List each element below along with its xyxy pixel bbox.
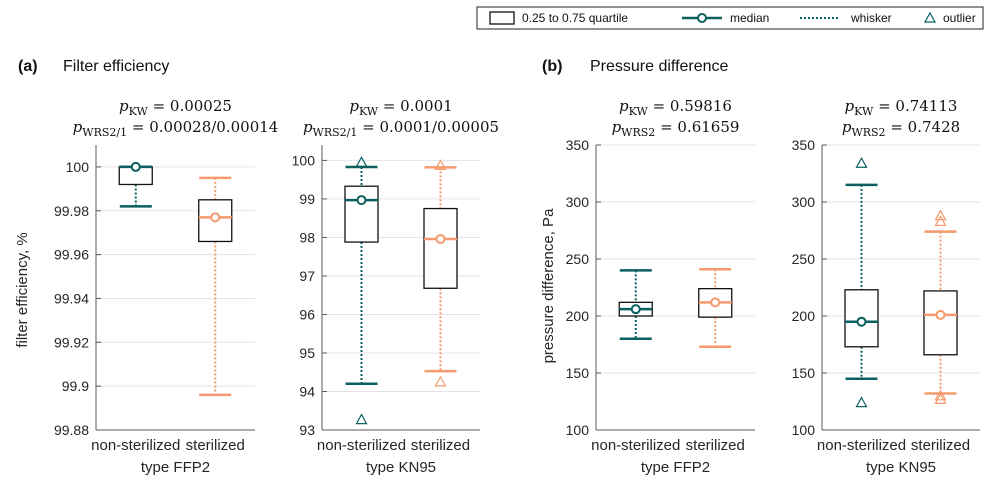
outlier-marker bbox=[855, 157, 868, 168]
ytick-label: 100 bbox=[292, 152, 316, 168]
box-non-sterilized bbox=[344, 156, 379, 425]
box-sterilized bbox=[198, 176, 233, 397]
ytick-label: 97 bbox=[299, 268, 315, 284]
ytick-label: 200 bbox=[566, 308, 590, 324]
box-sterilized bbox=[698, 268, 733, 349]
xtick-label: sterilized bbox=[411, 437, 470, 454]
legend-frame bbox=[476, 6, 984, 30]
outlier-marker bbox=[355, 413, 368, 425]
ytick-label: 250 bbox=[566, 251, 590, 267]
outlier-marker bbox=[934, 392, 947, 404]
legend-outlier-marker bbox=[923, 11, 937, 23]
quartile-box bbox=[344, 185, 379, 243]
quartile-box bbox=[423, 207, 458, 289]
xtick-label: non-sterilized bbox=[91, 437, 180, 454]
quartile-box bbox=[198, 199, 233, 243]
outlier-marker bbox=[934, 215, 947, 226]
box-non-sterilized bbox=[618, 269, 653, 341]
ytick-label: 250 bbox=[792, 251, 816, 267]
median-marker bbox=[856, 316, 867, 327]
ytick-label: 100 bbox=[566, 422, 590, 438]
stat-kw: pKW = 0.74113 bbox=[845, 97, 958, 118]
subplot-1: 99.88 99.9 99.92 99.94 99.96 99.98 100 non-ster… bbox=[54, 97, 278, 476]
median-marker bbox=[630, 304, 641, 315]
panel-a-letter: (a) bbox=[18, 58, 38, 75]
panel-b-ylabel: pressure difference, Pa bbox=[540, 208, 557, 363]
ytick-label: 300 bbox=[566, 194, 590, 210]
legend-box-swatch bbox=[489, 11, 515, 25]
outlier-marker bbox=[934, 389, 947, 401]
legend: 0.25 to 0.75 quartile median whisker out… bbox=[476, 6, 984, 30]
stat-wrs: pWRS2/1 = 0.00028/0.00014 bbox=[73, 118, 279, 139]
median-marker bbox=[935, 309, 946, 320]
x-axis-label: type FFP2 bbox=[641, 459, 710, 476]
xtick-label: sterilized bbox=[686, 437, 745, 454]
outlier-marker bbox=[855, 396, 868, 408]
median-marker bbox=[210, 212, 221, 223]
ytick-label: 300 bbox=[792, 194, 816, 210]
xtick-label: sterilized bbox=[911, 437, 970, 454]
x-axis-label: type KN95 bbox=[366, 459, 436, 476]
ytick-label: 100 bbox=[792, 422, 816, 438]
outlier-marker bbox=[434, 159, 447, 171]
x-axis-label: type FFP2 bbox=[141, 459, 210, 476]
xtick-label: non-sterilized bbox=[817, 437, 906, 454]
box-non-sterilized bbox=[844, 157, 879, 408]
legend-box-label: 0.25 to 0.75 quartile bbox=[522, 11, 628, 25]
legend-median-marker bbox=[697, 13, 707, 23]
panel-b-letter: (b) bbox=[542, 58, 562, 75]
panel-a-title: Filter efficiency bbox=[63, 58, 169, 75]
xtick-label: non-sterilized bbox=[317, 437, 406, 454]
ytick-label: 350 bbox=[792, 137, 816, 153]
median-marker bbox=[130, 161, 141, 172]
stat-kw: pKW = 0.00025 bbox=[119, 97, 232, 118]
ytick-label: 150 bbox=[792, 365, 816, 381]
median-marker bbox=[710, 297, 721, 308]
median-marker bbox=[356, 195, 367, 206]
ytick-label: 99.94 bbox=[54, 290, 89, 306]
box-sterilized bbox=[423, 159, 458, 387]
xtick-label: sterilized bbox=[186, 437, 245, 454]
legend-whisker-label: whisker bbox=[850, 11, 892, 25]
ytick-label: 200 bbox=[792, 308, 816, 324]
subplot-2: 93 94 95 96 97 98 99 100 non-sterilized sterilize… bbox=[292, 97, 499, 476]
x-axis-label: type KN95 bbox=[866, 459, 936, 476]
ytick-label: 99.98 bbox=[54, 203, 89, 219]
stat-kw: pKW = 0.0001 bbox=[349, 97, 452, 118]
ytick-label: 99.88 bbox=[54, 422, 89, 438]
ytick-label: 98 bbox=[299, 229, 315, 245]
subplot-4: 100 150 200 250 300 350 non-sterilized steriliz… bbox=[792, 97, 980, 476]
stat-wrs: pWRS2 = 0.7428 bbox=[842, 118, 960, 139]
ytick-label: 350 bbox=[566, 137, 590, 153]
subplots: 99.8899.999.9299.9499.9699.98100non-ster… bbox=[54, 97, 980, 476]
ytick-label: 94 bbox=[299, 383, 315, 399]
legend-median-label: median bbox=[730, 11, 769, 25]
xtick-label: non-sterilized bbox=[591, 437, 680, 454]
ytick-label: 100 bbox=[66, 159, 90, 175]
outlier-marker bbox=[934, 209, 947, 221]
quartile-box bbox=[923, 290, 958, 356]
ytick-label: 99.9 bbox=[62, 378, 89, 394]
stat-wrs: pWRS2/1 = 0.0001/0.00005 bbox=[303, 118, 499, 139]
panel-b-title: Pressure difference bbox=[590, 58, 729, 75]
stat-kw: pKW = 0.59816 bbox=[619, 97, 732, 118]
outlier-marker bbox=[355, 156, 368, 167]
legend-outlier-label: outlier bbox=[943, 11, 976, 25]
ytick-label: 99.92 bbox=[54, 334, 89, 350]
subplot-3: 100 150 200 250 300 350 non-sterilized steriliz… bbox=[566, 97, 755, 476]
ytick-label: 93 bbox=[299, 422, 315, 438]
ytick-label: 96 bbox=[299, 306, 315, 322]
median-marker bbox=[435, 233, 446, 244]
box-non-sterilized bbox=[118, 161, 153, 208]
panel-a-ylabel: filter efficiency, % bbox=[14, 232, 31, 347]
ytick-label: 99.96 bbox=[54, 247, 89, 263]
ytick-label: 99 bbox=[299, 191, 315, 207]
outlier-marker bbox=[434, 375, 447, 387]
box-sterilized bbox=[923, 209, 958, 404]
stat-wrs: pWRS2 = 0.61659 bbox=[612, 118, 740, 139]
ytick-label: 150 bbox=[566, 365, 590, 381]
ytick-label: 95 bbox=[299, 345, 315, 361]
